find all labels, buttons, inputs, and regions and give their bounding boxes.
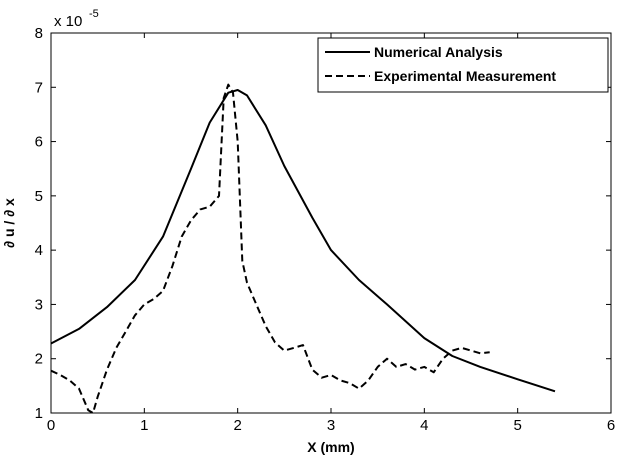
y-tick-label: 1: [35, 405, 43, 422]
x-tick-label: 1: [140, 417, 148, 434]
x-tick-label: 5: [513, 417, 521, 434]
series-line-experimental: [50, 83, 490, 414]
y-tick-label: 2: [35, 351, 43, 368]
legend: Numerical Analysis Experimental Measurem…: [317, 37, 609, 93]
x-tick-label: 2: [233, 417, 241, 434]
x-axis-label: X (mm): [307, 439, 354, 455]
legend-label-experimental: Experimental Measurement: [374, 68, 556, 84]
y-scale-exponent: -5: [89, 8, 99, 20]
series-line-numerical: [50, 89, 556, 393]
y-tick-label: 7: [35, 79, 43, 96]
y-tick-label: 6: [35, 134, 43, 151]
y-axis-label: ∂ u / ∂ x: [1, 198, 17, 248]
legend-label-numerical: Numerical Analysis: [374, 44, 503, 60]
y-tick-label: 5: [35, 188, 43, 205]
x-tick-label: 3: [327, 417, 335, 434]
y-tick-label: 3: [35, 296, 43, 313]
legend-box: [317, 37, 609, 93]
x-tick-label: 6: [607, 417, 615, 434]
y-tick-label: 8: [35, 25, 43, 42]
x-tick-label: 0: [47, 417, 55, 434]
x-tick-label: 4: [420, 417, 428, 434]
y-scale-label: x 10: [54, 13, 82, 30]
y-tick-label: 4: [35, 242, 43, 259]
